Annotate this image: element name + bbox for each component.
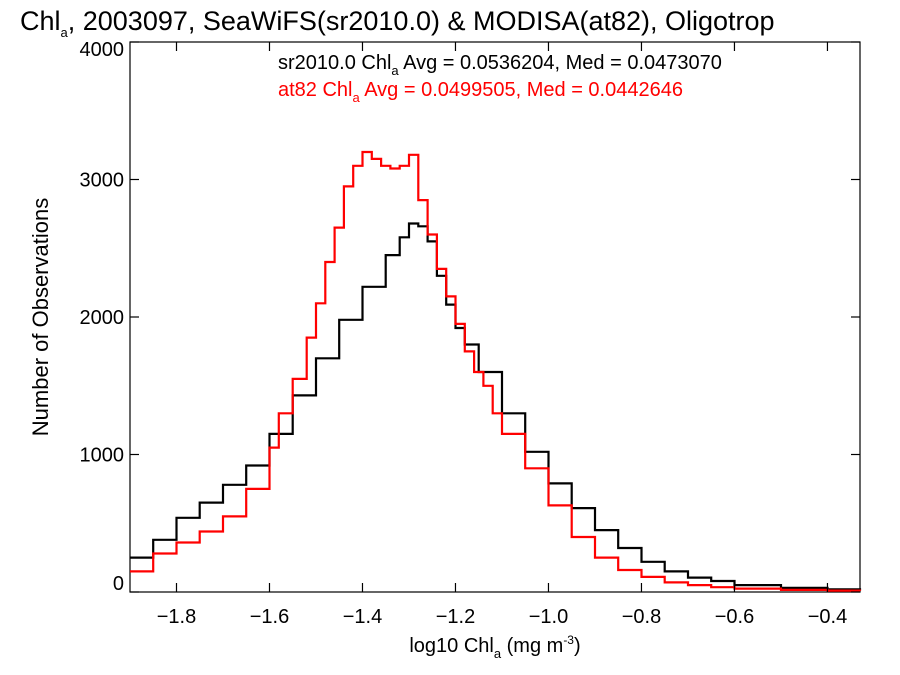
legend-entry-at82: at82 Chla Avg = 0.0499505, Med = 0.04426… <box>278 79 683 105</box>
x-tick-label: −0.4 <box>808 606 847 628</box>
series-line-at82 <box>130 150 862 592</box>
chart-title-rest: , 2003097, SeaWiFS(sr2010.0) & MODISA(at… <box>68 6 775 36</box>
legend-entry-sr2010: sr2010.0 Chla Avg = 0.0536204, Med = 0.0… <box>278 52 722 78</box>
x-tick-label: −0.8 <box>622 606 661 628</box>
x-tick-label: −0.6 <box>715 606 754 628</box>
x-tick-label: −1.0 <box>529 606 568 628</box>
y-tick-label: 1000 <box>80 445 125 467</box>
x-tick-label: −1.6 <box>250 606 289 628</box>
plot-frame <box>129 41 861 593</box>
y-tick-label: 2000 <box>80 307 125 329</box>
x-tick-label: −1.8 <box>157 606 196 628</box>
series-layer <box>130 150 862 592</box>
y-axis-label: Number of Observations <box>28 198 53 436</box>
series-line-sr2010-0 <box>130 222 862 591</box>
chart-title-subscript: a <box>61 25 69 40</box>
y-tick-label: 4000 <box>80 39 125 61</box>
x-tick-label: −1.4 <box>343 606 382 628</box>
y-tick-label: 3000 <box>80 170 125 192</box>
chart-title-prefix: Chl <box>20 6 61 36</box>
chart-title: Chla, 2003097, SeaWiFS(sr2010.0) & MODIS… <box>20 6 775 40</box>
y-tick-label: 0 <box>113 573 124 595</box>
tick-layer: −1.8 −1.6 −1.4 −1.2 −1.0 −0.8 −0.6 −0.4 0 1000 200… <box>80 39 860 628</box>
x-axis-label: log10 Chla (mg m-3) <box>409 633 580 661</box>
x-tick-label: −1.2 <box>436 606 475 628</box>
